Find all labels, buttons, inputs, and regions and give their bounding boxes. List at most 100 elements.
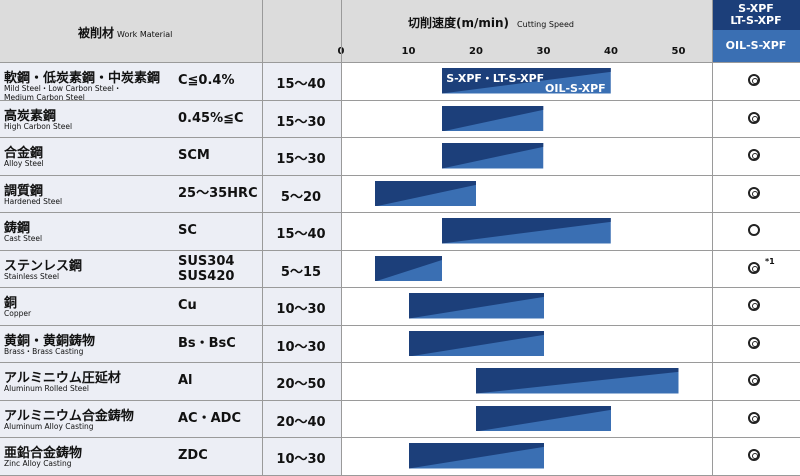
material-name-jp: 調質鋼 <box>4 183 44 199</box>
material-grade: 0.45%≦C <box>178 110 244 126</box>
header-background <box>0 0 712 62</box>
speed-bar-dark-section <box>442 143 544 169</box>
row-divider <box>0 137 800 138</box>
material-name-jp: ステンレス鋼 <box>4 258 83 274</box>
speed-bar-dark-section <box>408 293 544 319</box>
double-circle-mark <box>748 149 760 161</box>
column-divider <box>341 0 342 475</box>
axis-tick-30: 30 <box>536 46 551 57</box>
row-divider <box>0 287 800 288</box>
speed-bar-dark-section <box>374 180 476 206</box>
speed-bar <box>442 105 544 131</box>
double-circle-mark <box>748 74 760 86</box>
double-circle-mark <box>748 411 760 424</box>
brand-lt-s-xpf: LT-S-XPF <box>730 14 782 27</box>
material-name-en: Aluminum Rolled Steel <box>4 384 89 393</box>
speed-bar <box>476 405 611 431</box>
speed-header: 切削速度(m/min) Cutting Speed <box>408 14 574 31</box>
speed-bar-dark-section <box>442 68 611 94</box>
material-grade: SCM <box>178 148 210 163</box>
double-circle-inner <box>752 340 758 347</box>
axis-tick-50: 50 <box>671 46 686 57</box>
material-grade: ZDC <box>178 448 208 463</box>
material-name-jp: アルミニウム圧延材 <box>4 371 121 386</box>
speed-header-en: Cutting Speed <box>517 20 574 29</box>
material-name-jp: 合金鋼 <box>4 146 44 161</box>
speed-range: 10～30 <box>276 339 326 355</box>
material-header-en: Work Material <box>117 30 173 39</box>
speed-bar <box>442 143 544 169</box>
speed-range: 10～30 <box>276 452 326 467</box>
double-circle-mark <box>748 261 760 274</box>
speed-bar-dark-section <box>476 405 611 431</box>
bar-label-s-xpf: S-XPF・LT-S-XPF <box>446 72 545 85</box>
brand-top-labels: S-XPF LT-S-XPF <box>712 3 800 27</box>
double-circle-mark <box>748 336 760 349</box>
double-circle-mark <box>748 111 760 124</box>
double-circle-mark <box>748 186 760 199</box>
axis-tick-40: 40 <box>604 46 618 57</box>
speed-bar-dark-section <box>408 330 544 356</box>
material-name-en: Copper <box>4 309 32 318</box>
speed-bar <box>408 443 544 469</box>
speed-bar-dark-section <box>442 218 611 244</box>
material-name-en: Aluminum Alloy Casting <box>4 421 94 431</box>
speed-range: 5～15 <box>280 264 322 280</box>
row-divider <box>0 212 800 213</box>
double-circle-inner <box>752 415 758 422</box>
speed-bar-dark-section <box>476 368 679 394</box>
material-name-jp: 銅 <box>4 296 18 311</box>
speed-bar <box>408 293 544 319</box>
material-header-jp: 被削材 <box>78 26 115 40</box>
material-name-jp: 軟鋼・低炭素鋼・中炭素鋼 <box>4 71 161 86</box>
row-divider <box>0 324 800 326</box>
material-grade: SC <box>178 223 197 238</box>
speed-bar <box>442 68 611 94</box>
material-name-jp: 亜鉛合金鋳物 <box>4 446 83 461</box>
material-name-en: High Carbon Steel <box>4 121 73 131</box>
row-divider <box>0 362 800 363</box>
double-circle-inner <box>752 190 758 197</box>
brand-s-xpf: S-XPF <box>738 2 774 15</box>
speed-range: 20～50 <box>276 377 326 392</box>
material-grade: Al <box>178 373 193 388</box>
material-name-jp: 高炭素鋼 <box>4 108 57 124</box>
bar-label-oil-s-xpf: OIL-S-XPF <box>545 82 606 95</box>
speed-bar <box>476 368 679 394</box>
column-divider <box>262 0 263 475</box>
double-circle-inner <box>752 303 758 309</box>
material-name-en: Brass・Brass Casting <box>4 346 84 356</box>
double-circle-mark <box>748 449 760 461</box>
speed-range: 15～30 <box>276 152 326 167</box>
row-divider <box>0 437 800 438</box>
double-circle-inner <box>752 265 758 272</box>
brand-header-bottom-bg <box>712 30 800 62</box>
speed-bar <box>442 218 611 244</box>
speed-bar <box>374 180 476 206</box>
speed-range: 10～30 <box>276 302 326 317</box>
double-circle-inner <box>752 78 758 84</box>
double-circle-inner <box>752 115 758 122</box>
material-name-jp: 鋳鋼 <box>4 221 31 236</box>
speed-range: 15～40 <box>276 227 326 242</box>
column-divider <box>712 0 713 475</box>
axis-tick-20: 20 <box>469 46 483 57</box>
material-name-en: Stainless Steel <box>4 271 60 281</box>
material-name-jp: 黄銅・黄銅鋳物 <box>4 333 96 349</box>
speed-range: 5～20 <box>280 189 322 205</box>
material-grade: 25～35HRC <box>178 185 258 201</box>
brand-oil-s-xpf: OIL-S-XPF <box>725 39 787 52</box>
speed-bar-dark-section <box>408 443 544 469</box>
double-circle-inner <box>752 453 758 459</box>
speed-bar-dark-section <box>374 255 443 281</box>
double-circle-mark <box>748 299 760 311</box>
double-circle-inner <box>752 378 758 384</box>
speed-bar <box>408 330 544 356</box>
material-grade: C≦0.4% <box>178 73 235 88</box>
material-name-en: Mild Steel・Low Carbon Steel・ Medium Carbo… <box>4 84 122 102</box>
material-name-en: Cast Steel <box>4 234 43 243</box>
circle-mark <box>748 224 760 236</box>
material-header: 被削材 Work Material <box>78 24 172 41</box>
material-name-jp: アルミニウム合金鋳物 <box>4 408 134 424</box>
speed-bar-dark-section <box>442 105 544 131</box>
